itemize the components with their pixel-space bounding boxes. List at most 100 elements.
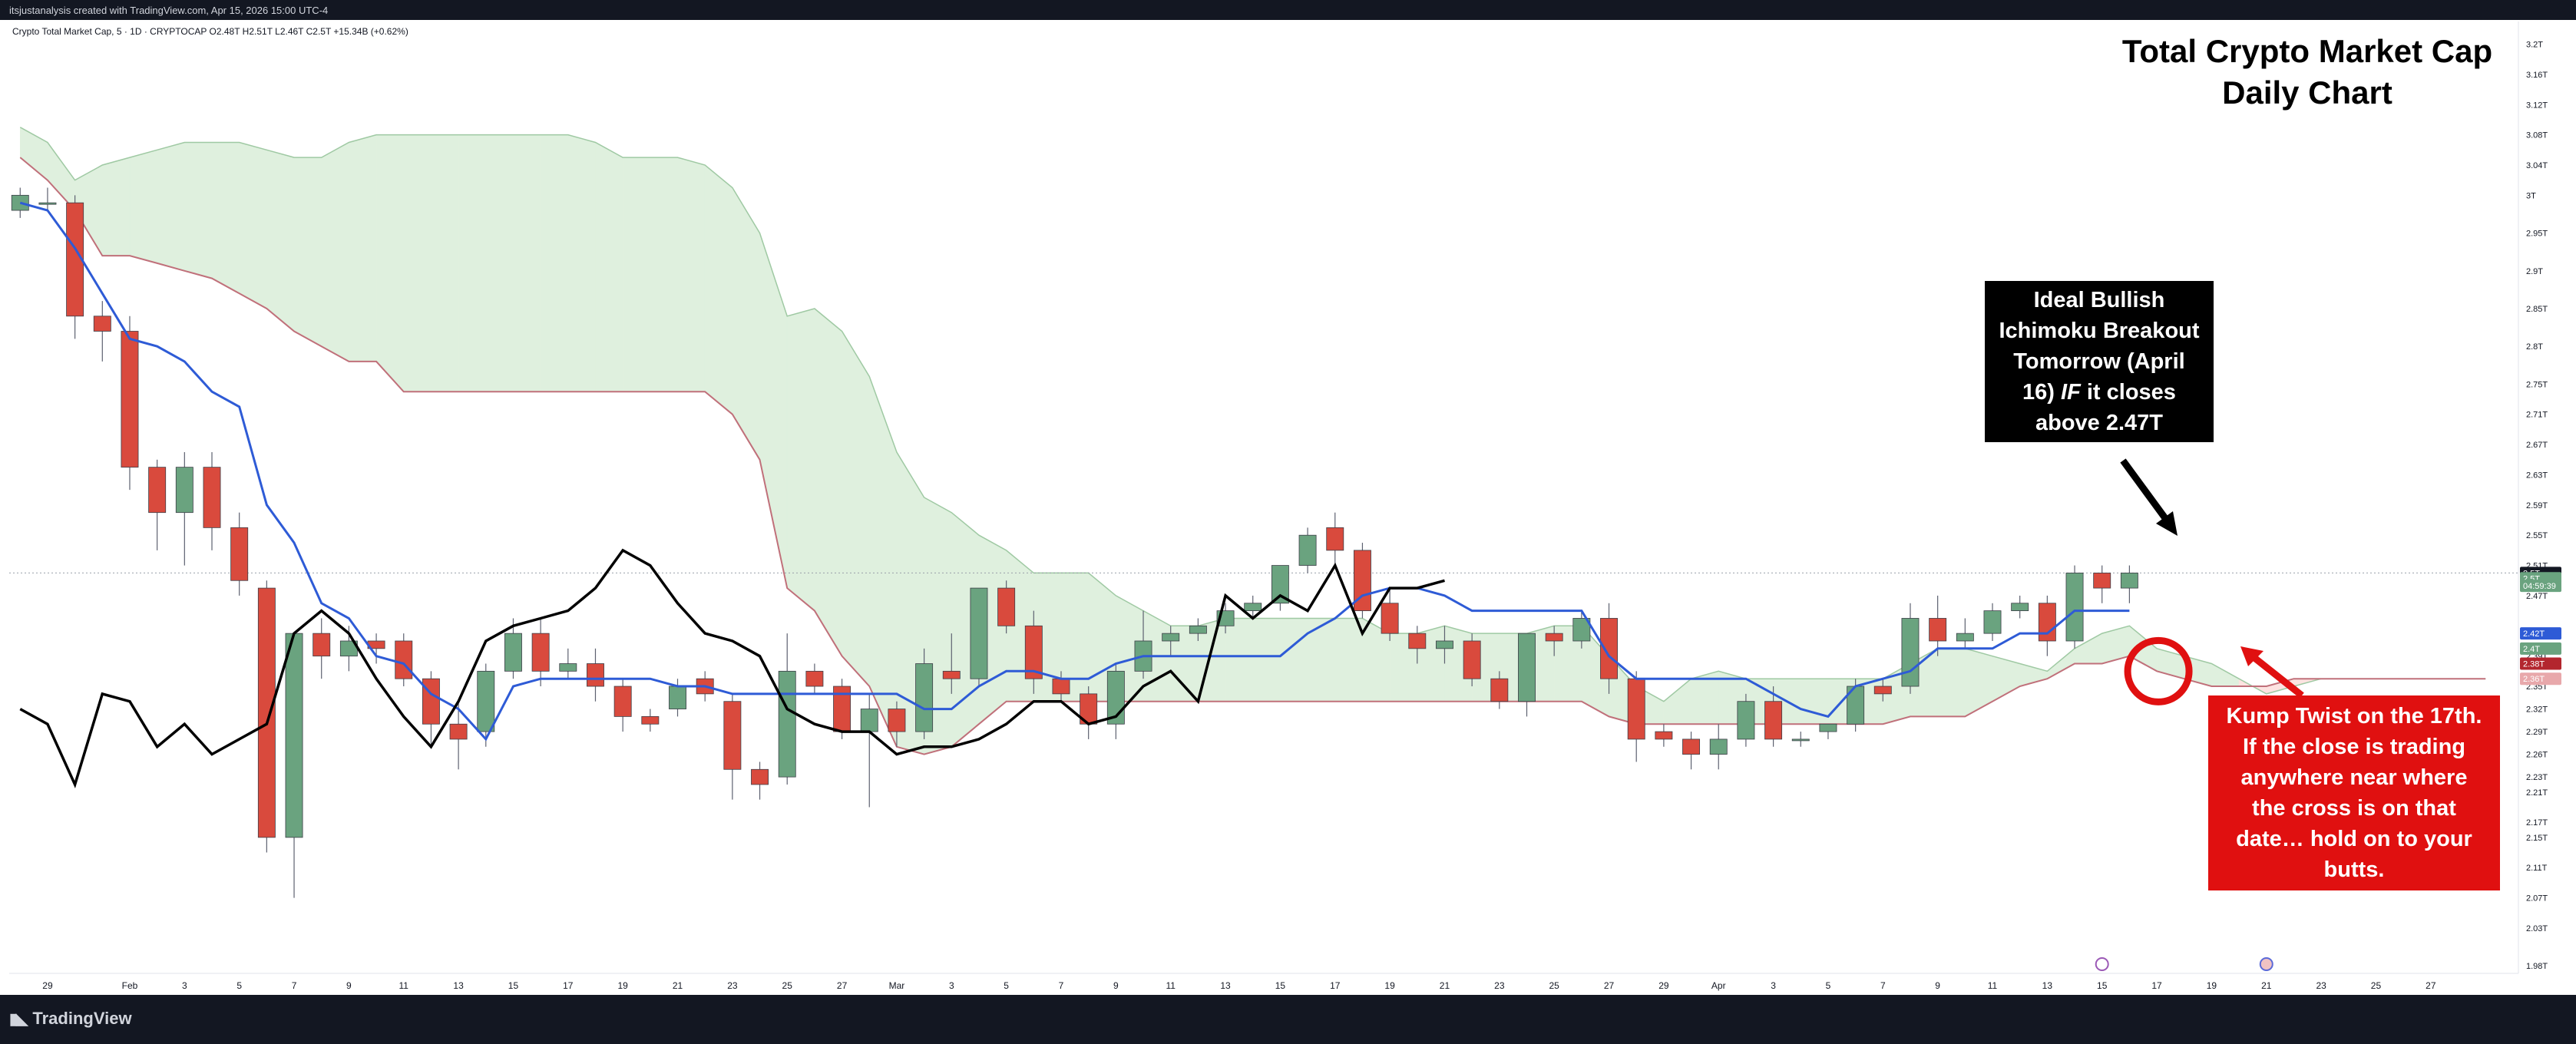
- title-line-1: Total Crypto Market Cap: [2121, 33, 2493, 69]
- candle: [1737, 693, 1755, 747]
- candle-body: [942, 670, 961, 679]
- candle: [1326, 512, 1344, 566]
- kump-line-4: the cross is on that: [2252, 796, 2456, 821]
- time-tick-label: 13: [453, 980, 464, 991]
- time-tick-label: 11: [1988, 980, 1998, 991]
- candle-body: [805, 670, 824, 687]
- kump-line-1: Kump Twist on the 17th.: [2226, 704, 2482, 728]
- cloud-segment: [1937, 648, 1966, 717]
- tradingview-brand[interactable]: ▮◣ TradingView: [9, 1009, 132, 1029]
- price-badge: 2.4T: [2520, 642, 2561, 655]
- candle: [915, 648, 934, 739]
- price-tick-label: 2.11T: [2526, 864, 2548, 873]
- price-badge-bg: [2520, 627, 2561, 640]
- candle: [613, 679, 632, 732]
- price-tick-label: 2.47T: [2526, 592, 2548, 601]
- cloud-segment: [2047, 648, 2075, 679]
- candle-body: [1819, 723, 1837, 732]
- candle: [11, 187, 29, 218]
- candle: [1983, 603, 2002, 641]
- time-tick-label: 19: [2207, 980, 2217, 991]
- title-line-2: Daily Chart: [2222, 74, 2392, 111]
- candle: [1189, 618, 1207, 641]
- price-tick-label: 2.63T: [2526, 471, 2548, 480]
- bullish-line-1: Ideal Bullish: [2033, 288, 2165, 312]
- footer-bar: ▮◣ TradingView: [0, 995, 2576, 1044]
- time-tick-label: 5: [1826, 980, 1831, 991]
- time-tick-label: 5: [1004, 980, 1009, 991]
- tenkan-sen-line: [19, 548, 1445, 788]
- cloud-segment: [567, 134, 596, 392]
- time-tick-label: 21: [1440, 980, 1450, 991]
- candle: [1901, 603, 1920, 694]
- price-badge-label: 2.42T: [2523, 629, 2545, 639]
- candle-body: [422, 678, 440, 725]
- candle: [175, 451, 193, 566]
- price-badge: 2.38T: [2520, 657, 2561, 670]
- time-tick-label: 3: [1771, 980, 1776, 991]
- price-badge: 2.36T: [2520, 672, 2561, 686]
- candle-body: [2065, 573, 2084, 642]
- time-tick-label: 21: [2261, 980, 2272, 991]
- plot-area: [9, 127, 2518, 898]
- candle: [559, 648, 577, 679]
- candle-body: [1791, 738, 1810, 742]
- time-tick-label: Apr: [1711, 980, 1726, 991]
- kumo-twist-annotation: Kump Twist on the 17th. If the close is …: [2208, 695, 2500, 890]
- cloud-segment: [1663, 678, 1691, 725]
- candle-body: [888, 709, 906, 732]
- candle-body: [38, 202, 57, 205]
- candle: [888, 701, 906, 747]
- candle: [1490, 671, 1509, 709]
- candle-body: [1244, 603, 1262, 612]
- cloud-segment: [1280, 618, 1308, 702]
- time-tick-label: 11: [1166, 980, 1176, 991]
- time-tick-label: 17: [1330, 980, 1341, 991]
- price-badge-bg: [2520, 672, 2561, 686]
- price-badge-bg: [2520, 580, 2561, 593]
- candle-body: [997, 587, 1016, 626]
- price-tick-label: 2.07T: [2526, 894, 2548, 904]
- candle-body: [1873, 686, 1892, 695]
- candle-body: [641, 715, 660, 725]
- time-tick-label: 3: [949, 980, 954, 991]
- bullish-breakout-annotation: Ideal Bullish Ichimoku Breakout Tomorrow…: [1985, 281, 2214, 442]
- price-tick-label: 2.71T: [2526, 411, 2548, 420]
- time-tick-label: 15: [1275, 980, 1286, 991]
- time-tick-label: 25: [1549, 980, 1559, 991]
- cloud-segment: [157, 142, 185, 272]
- candle: [587, 648, 604, 702]
- candle: [449, 701, 468, 770]
- candle-body: [1271, 565, 1289, 604]
- candle: [751, 762, 769, 800]
- candle-body: [1463, 640, 1481, 679]
- candle: [2120, 565, 2138, 603]
- candle-body: [285, 633, 303, 838]
- price-tick-label: 3T: [2526, 191, 2536, 200]
- candle: [641, 709, 660, 732]
- candle-body: [1655, 731, 1673, 740]
- kump-line-3: anywhere near where: [2240, 765, 2468, 790]
- price-tick-label: 2.32T: [2526, 705, 2548, 715]
- cloud-segment: [211, 142, 240, 294]
- cloud-segment: [458, 134, 487, 392]
- price-badge-label: 04:59:39: [2523, 582, 2556, 591]
- candle-body: [1627, 678, 1645, 740]
- price-tick-label: 1.98T: [2526, 962, 2548, 971]
- candle: [970, 587, 988, 687]
- bullish-arrow-shaft: [2120, 458, 2174, 529]
- price-tick-label: 2.95T: [2526, 230, 2548, 239]
- cloud-segment: [129, 149, 157, 264]
- price-badge: 2.42T: [2520, 627, 2561, 640]
- candle: [2038, 595, 2056, 656]
- candle: [1819, 723, 1837, 739]
- candle: [1080, 686, 1098, 739]
- candlestick-chart[interactable]: 1.98T 2.03T 2.07T 2.11T 2.15T 2.17T 2.21T 2.23T…: [0, 0, 2576, 995]
- time-tick-label: 7: [292, 980, 297, 991]
- symbol-legend: Crypto Total Market Cap, 5 · 1D · CRYPTO…: [12, 26, 408, 37]
- cloud-segment: [349, 134, 377, 362]
- candle-body: [1298, 534, 1317, 566]
- chart-title: Total Crypto Market Cap Daily Chart: [2065, 31, 2549, 114]
- candle: [997, 580, 1016, 634]
- candle: [2011, 595, 2029, 619]
